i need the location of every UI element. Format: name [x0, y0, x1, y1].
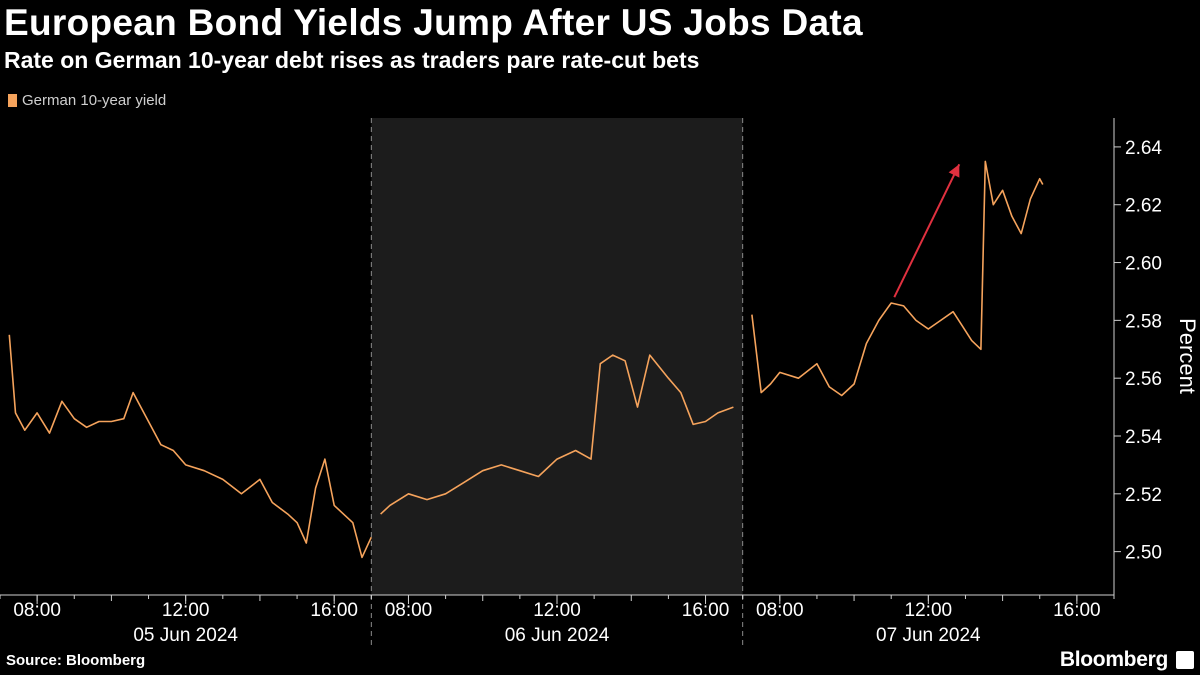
- x-tick-label: 08:00: [385, 600, 433, 621]
- bloomberg-logo: Bloomberg: [1059, 648, 1168, 671]
- y-tick-label: 2.62: [1125, 196, 1162, 217]
- y-tick-label: 2.54: [1125, 427, 1162, 448]
- series-line-segment: [751, 160, 1044, 397]
- x-tick-label: 16:00: [682, 600, 730, 621]
- x-tick-label: 12:00: [533, 600, 581, 621]
- chart-subtitle: Rate on German 10-year debt rises as tra…: [4, 47, 700, 73]
- x-day-label: 06 Jun 2024: [505, 625, 610, 646]
- source-note: Source: Bloomberg: [6, 652, 146, 669]
- legend-label: German 10-year yield: [22, 92, 167, 109]
- y-axis-label: Percent: [1175, 318, 1200, 394]
- x-day-label: 05 Jun 2024: [133, 625, 238, 646]
- series-line-segment: [380, 354, 734, 515]
- y-tick-label: 2.50: [1125, 543, 1162, 564]
- x-tick-label: 16:00: [310, 600, 358, 621]
- x-tick-label: 08:00: [13, 600, 61, 621]
- bloomberg-logo-icon: [1176, 651, 1194, 669]
- x-tick-label: 12:00: [905, 600, 953, 621]
- annotation-arrowhead: [948, 164, 960, 178]
- x-tick-label: 12:00: [162, 600, 210, 621]
- shaded-session: [371, 118, 743, 595]
- x-tick-label: 16:00: [1053, 600, 1101, 621]
- annotation-arrow: [893, 163, 961, 298]
- legend-swatch: [8, 94, 17, 107]
- chart-title: European Bond Yields Jump After US Jobs …: [4, 2, 863, 43]
- y-tick-label: 2.64: [1125, 138, 1162, 159]
- x-day-label: 07 Jun 2024: [876, 625, 981, 646]
- y-tick-label: 2.60: [1125, 254, 1162, 275]
- y-tick-label: 2.56: [1125, 369, 1162, 390]
- y-tick-label: 2.58: [1125, 311, 1162, 332]
- x-tick-label: 08:00: [756, 600, 804, 621]
- y-tick-label: 2.52: [1125, 485, 1162, 506]
- series-line-segment: [8, 334, 373, 559]
- legend: German 10-year yield: [8, 92, 166, 109]
